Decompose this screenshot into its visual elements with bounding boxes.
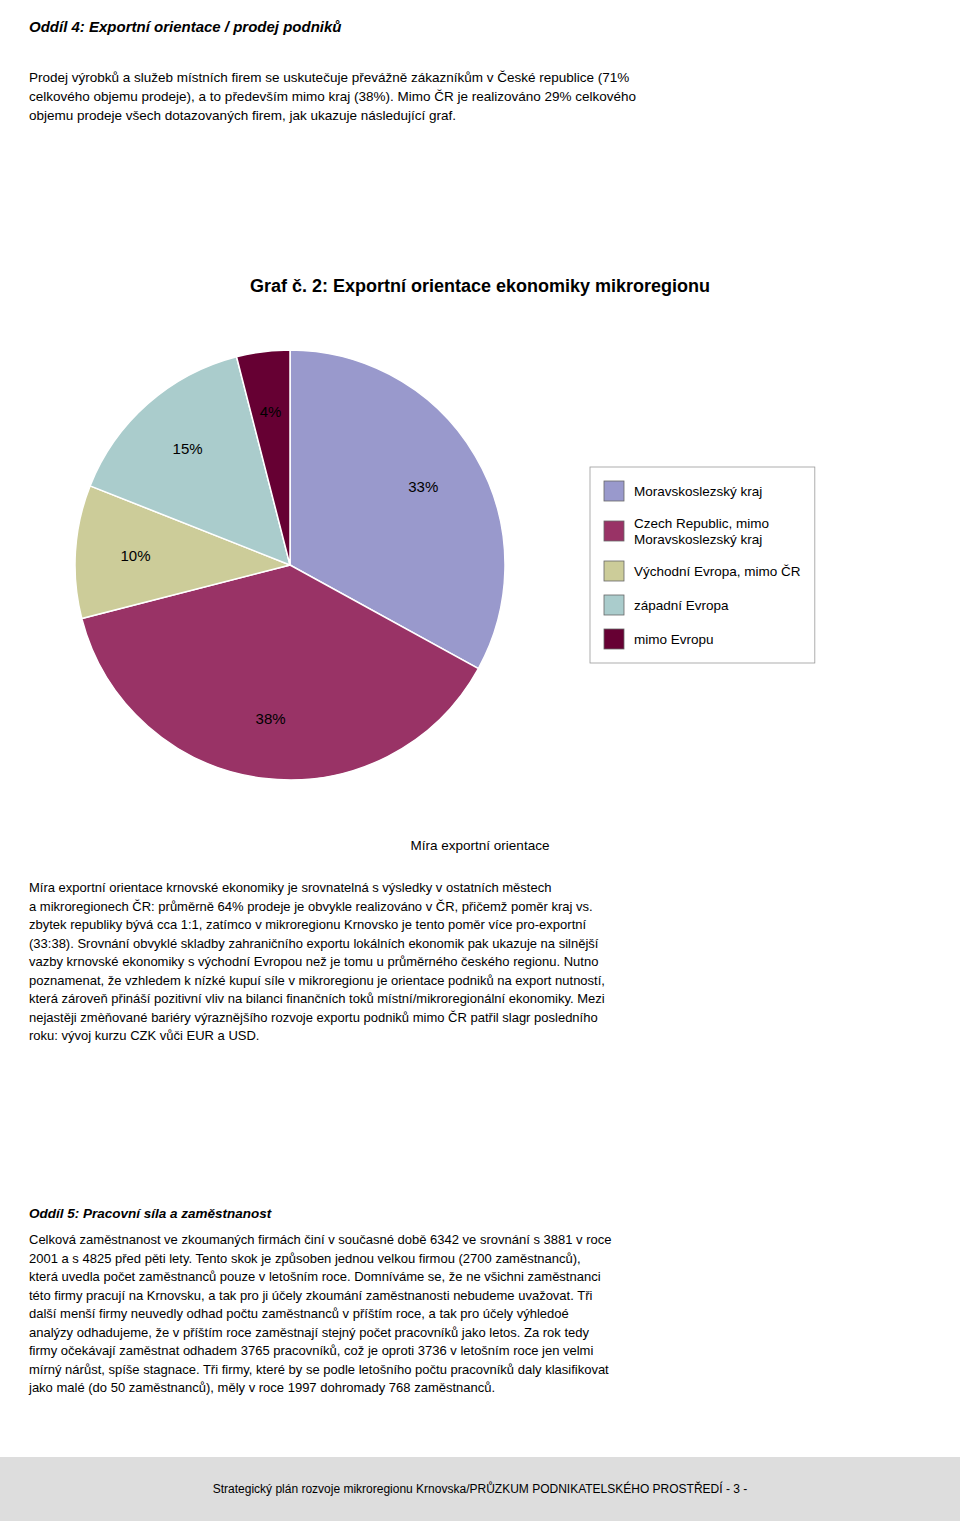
legend-label-line: západní Evropa bbox=[634, 598, 729, 613]
body-line: 2001 a s 4825 před pěti lety. Tento skok… bbox=[29, 1251, 581, 1266]
page: Oddíl 4: Exportní orientace / prodej pod… bbox=[0, 0, 960, 1521]
pie: 33% 38% 10% 15% 4% bbox=[75, 350, 505, 780]
legend-label-line: mimo Evropu bbox=[634, 632, 714, 647]
body-line: roku: vývoj kurzu CZK vůči EUR a USD. bbox=[29, 1028, 259, 1043]
body-line: další menší firmy neuvedly odhad počtu z… bbox=[29, 1306, 569, 1321]
legend-label: Moravskoslezský kraj bbox=[634, 484, 762, 499]
body-line: která zároveň přináší pozitivní vliv na … bbox=[29, 991, 605, 1006]
legend-label-line: Moravskoslezský kraj bbox=[634, 484, 762, 499]
body-line: a mikroregionech ČR: průměrně 64% prodej… bbox=[29, 899, 593, 914]
legend-item: západní Evropa bbox=[604, 595, 729, 615]
legend: Moravskoslezský krajCzech Republic, mimo… bbox=[590, 467, 815, 663]
legend-items: Moravskoslezský krajCzech Republic, mimo… bbox=[604, 481, 801, 649]
section-title: Oddíl 5: Pracovní síla a zaměstnanost bbox=[29, 1206, 272, 1221]
page-title: Oddíl 4: Exportní orientace / prodej pod… bbox=[29, 18, 342, 35]
legend-item: Czech Republic, mimoMoravskoslezský kraj bbox=[604, 516, 769, 547]
footer: Strategický plán rozvoje mikroregionu Kr… bbox=[213, 1481, 748, 1496]
body-line: mírný nárůst, spíše stagnace. Tři firmy,… bbox=[29, 1362, 609, 1377]
data-label: 38% bbox=[256, 710, 286, 727]
data-label: 10% bbox=[120, 547, 150, 564]
chart-title: Graf č. 2: Exportní orientace ekonomiky … bbox=[250, 276, 710, 296]
legend-label: Czech Republic, mimoMoravskoslezský kraj bbox=[634, 516, 769, 547]
body-line: celkového objemu prodeje), a to předevší… bbox=[29, 89, 636, 104]
body-text1: Prodej výrobků a služeb místních firem s… bbox=[29, 70, 636, 123]
caption: Míra exportní orientace bbox=[411, 838, 550, 853]
legend-label: Východní Evropa, mimo ČR bbox=[634, 564, 801, 579]
footer-band bbox=[0, 1457, 960, 1521]
legend-swatch bbox=[604, 521, 624, 541]
legend-swatch bbox=[604, 561, 624, 581]
body-line: vazby krnovské ekonomiky s východní Evro… bbox=[29, 954, 598, 969]
legend-swatch bbox=[604, 595, 624, 615]
legend-swatch bbox=[604, 629, 624, 649]
body-line: firmy očekávají zaměstnat odhadem 3765 p… bbox=[29, 1343, 593, 1358]
data-label: 33% bbox=[408, 478, 438, 495]
body-line: Celková zaměstnanost ve zkoumaných firmá… bbox=[29, 1232, 611, 1247]
legend-label: mimo Evropu bbox=[634, 632, 714, 647]
legend-label-line: Moravskoslezský kraj bbox=[634, 532, 762, 547]
legend-label: západní Evropa bbox=[634, 598, 729, 613]
legend-item: Východní Evropa, mimo ČR bbox=[604, 561, 801, 581]
body-line: nejastěji zmèňované bariéry výraznějšího… bbox=[29, 1010, 598, 1025]
body-line: jako malé (do 50 zaměstnanců), měly v ro… bbox=[28, 1380, 495, 1395]
section5-body: Celková zaměstnanost ve zkoumaných firmá… bbox=[28, 1232, 611, 1395]
data-label: 15% bbox=[173, 440, 203, 457]
body-line: této firmy pracují na Krnovsku, a tak pr… bbox=[29, 1288, 592, 1303]
body-line: (33:38). Srovnání obvyklé skladby zahran… bbox=[29, 936, 599, 951]
body-line: Míra exportní orientace krnovské ekonomi… bbox=[29, 880, 551, 895]
legend-frame bbox=[590, 467, 815, 663]
legend-swatch bbox=[604, 481, 624, 501]
pie-slice bbox=[237, 350, 290, 565]
body-line: analýzy odhadujeme, že v příštím roce za… bbox=[29, 1325, 589, 1340]
legend-label-line: Východní Evropa, mimo ČR bbox=[634, 564, 801, 579]
body-text2: Míra exportní orientace krnovské ekonomi… bbox=[29, 880, 605, 1043]
legend-item: Moravskoslezský kraj bbox=[604, 481, 762, 501]
body-line: objemu prodeje všech dotazovaných firem,… bbox=[29, 108, 456, 123]
legend-item: mimo Evropu bbox=[604, 629, 714, 649]
legend-label-line: Czech Republic, mimo bbox=[634, 516, 769, 531]
body-line: zbytek republiky bývá cca 1:1, zatímco v… bbox=[29, 917, 586, 932]
body-line: která uvedla počet zaměstnanců pouze v l… bbox=[29, 1269, 601, 1284]
body-line: Prodej výrobků a služeb místních firem s… bbox=[29, 70, 629, 85]
data-label: 4% bbox=[260, 403, 282, 420]
body-line: poznamenat, že vzhledem k nízké kupuí sí… bbox=[29, 973, 605, 988]
